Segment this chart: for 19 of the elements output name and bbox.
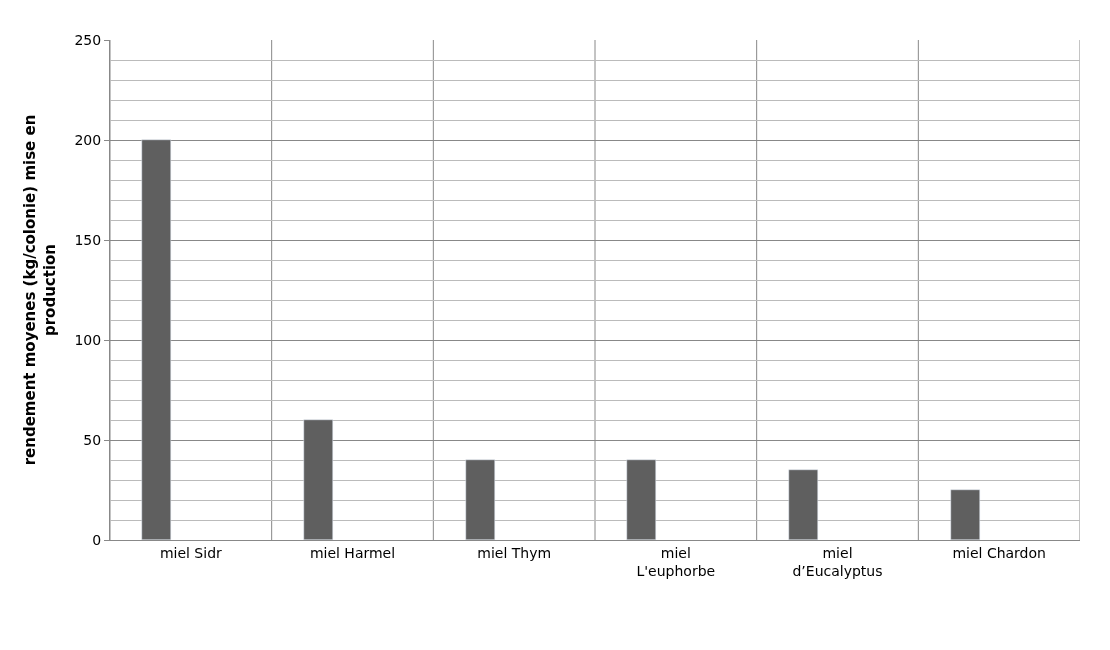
y-tick-label: 150 xyxy=(74,231,102,248)
bar xyxy=(303,419,333,540)
y-tick-label: 200 xyxy=(74,131,102,148)
bar xyxy=(465,459,495,540)
y-axis-title: rendement moyenes (kg/colonie) mise en production xyxy=(21,114,59,466)
bar xyxy=(141,139,171,540)
bar xyxy=(788,469,818,540)
bar xyxy=(950,489,980,540)
x-tick-label: miel Thym xyxy=(477,544,552,561)
x-tick-label: miel d’Eucalyptus xyxy=(792,544,883,579)
y-tick-label: 0 xyxy=(92,531,102,548)
x-tick-label: miel Sidr xyxy=(159,544,223,561)
y-tick-label: 50 xyxy=(83,431,102,448)
bar xyxy=(626,459,656,540)
x-tick-label: miel L'euphorbe xyxy=(636,544,716,579)
x-tick-label: miel Chardon xyxy=(952,544,1046,561)
y-tick-label: 100 xyxy=(74,331,102,348)
x-tick-label: miel Harmel xyxy=(309,544,396,561)
y-tick-label: 250 xyxy=(74,31,102,48)
